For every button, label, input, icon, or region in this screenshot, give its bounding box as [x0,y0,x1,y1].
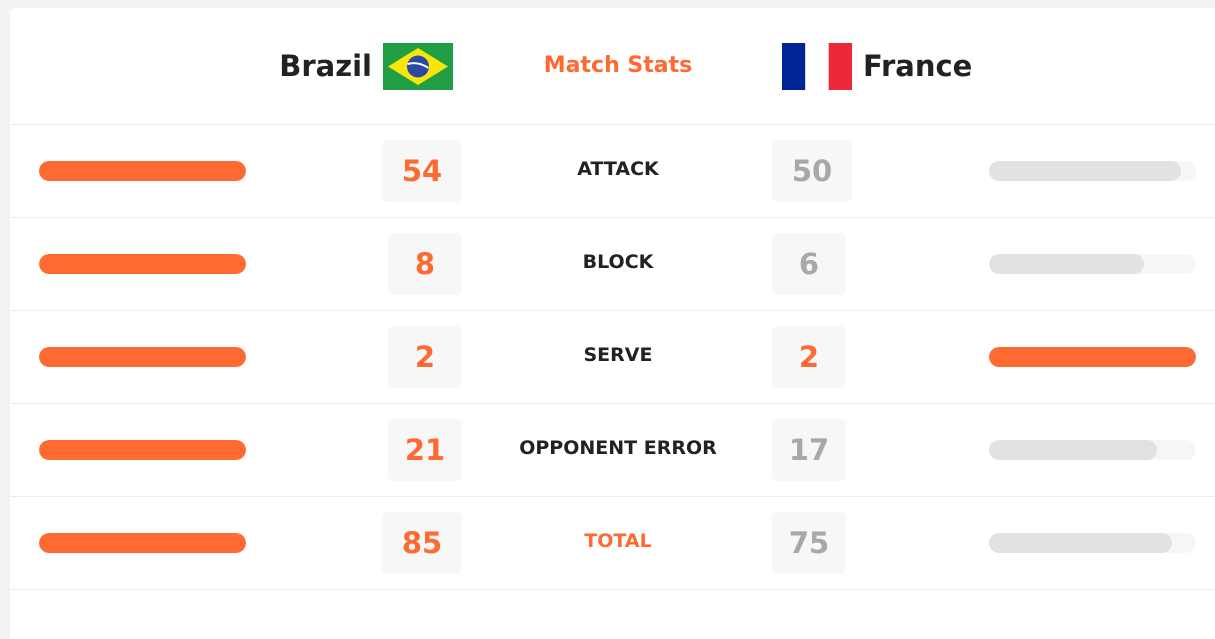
home-bar [39,347,246,367]
stat-row-total: 85 TOTAL 75 [10,497,1215,590]
home-bar [39,533,246,553]
home-bar-fill [39,254,246,274]
away-bar [989,347,1196,367]
stat-label: BLOCK [582,251,654,273]
home-team-name: Brazil [279,49,372,83]
match-stats-card: Brazil Match Stats France 54 ATTACK 50 8… [10,8,1215,639]
home-value: 21 [388,419,462,481]
away-bar-fill [989,440,1157,460]
france-flag-icon [782,43,852,90]
match-header: Brazil Match Stats France [10,8,1215,125]
away-bar-fill [989,161,1181,181]
stats-table: 54 ATTACK 50 8 BLOCK 6 2 SERVE 2 21 OPPO… [10,125,1215,590]
away-value: 6 [772,233,846,295]
stat-row-serve: 2 SERVE 2 [10,311,1215,404]
away-bar-fill [989,254,1145,274]
home-bar-fill [39,440,246,460]
home-bar-fill [39,533,246,553]
home-value: 8 [388,233,462,295]
stat-row-opponent-error: 21 OPPONENT ERROR 17 [10,404,1215,497]
home-bar-fill [39,161,246,181]
away-value: 17 [772,419,846,481]
stat-row-attack: 54 ATTACK 50 [10,125,1215,218]
home-bar [39,440,246,460]
stat-label: SERVE [583,344,653,366]
home-bar [39,254,246,274]
away-bar [989,254,1196,274]
home-value: 85 [382,512,462,574]
away-team-name: France [863,49,973,83]
stat-row-block: 8 BLOCK 6 [10,218,1215,311]
away-value: 75 [772,512,846,574]
away-bar-fill [989,533,1172,553]
stat-label: OPPONENT ERROR [519,437,717,459]
away-bar [989,533,1196,553]
away-value: 2 [772,326,846,388]
away-bar-fill [989,347,1196,367]
away-bar [989,440,1196,460]
stat-label: ATTACK [577,158,659,180]
home-value: 54 [382,140,462,202]
home-bar [39,161,246,181]
home-bar-fill [39,347,246,367]
home-value: 2 [388,326,462,388]
away-value: 50 [772,140,852,202]
stat-label-total: TOTAL [584,530,652,552]
match-stats-title: Match Stats [543,53,693,78]
brazil-flag-icon [383,43,453,90]
away-bar [989,161,1196,181]
